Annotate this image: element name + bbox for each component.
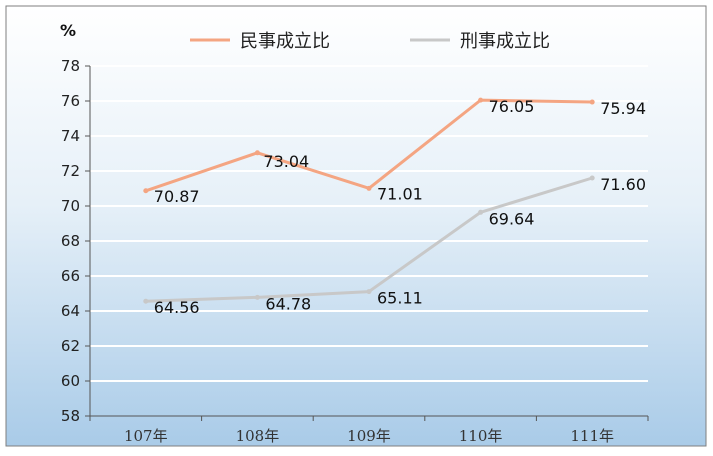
legend-label: 刑事成立比 xyxy=(460,31,550,52)
y-tick-label: 64 xyxy=(61,302,80,320)
x-tick-label: 110年 xyxy=(459,427,503,445)
gridlines xyxy=(90,65,648,382)
data-label: 65.11 xyxy=(377,289,423,308)
y-tick-label: 62 xyxy=(61,337,80,355)
data-label: 75.94 xyxy=(600,99,646,118)
data-point xyxy=(589,175,595,181)
data-point xyxy=(478,209,484,215)
data-point xyxy=(478,97,484,103)
data-point xyxy=(254,294,260,300)
data-label: 71.60 xyxy=(600,175,646,194)
legend: 民事成立比 刑事成立比 xyxy=(190,31,550,52)
data-label: 64.56 xyxy=(154,298,200,317)
data-point xyxy=(254,150,260,156)
y-axis-unit-label: % xyxy=(60,21,76,40)
y-axis-ticks: 58 60 62 64 66 68 70 72 74 76 78 xyxy=(61,57,90,425)
x-tick-label: 111年 xyxy=(570,427,614,445)
data-labels: 70.87 73.04 71.01 76.05 75.94 64.56 64.78 65.11… xyxy=(154,97,646,317)
x-axis-ticks: 107年 108年 109年 110年 111年 xyxy=(89,416,649,445)
y-tick-label: 66 xyxy=(61,267,80,285)
y-tick-label: 60 xyxy=(61,372,80,390)
y-tick-label: 78 xyxy=(61,57,80,75)
y-tick-label: 68 xyxy=(61,232,80,250)
data-label: 76.05 xyxy=(489,97,535,116)
chart-background xyxy=(5,5,707,447)
x-tick-label: 108年 xyxy=(236,427,280,445)
data-label: 69.64 xyxy=(489,209,535,228)
y-tick-label: 74 xyxy=(61,127,80,145)
x-tick-label: 107年 xyxy=(124,427,168,445)
data-label: 73.04 xyxy=(263,152,309,171)
y-tick-label: 76 xyxy=(61,92,80,110)
data-point xyxy=(589,99,595,105)
data-point xyxy=(143,188,149,194)
data-point xyxy=(143,298,149,304)
data-point xyxy=(366,185,372,191)
data-label: 70.87 xyxy=(154,187,200,206)
y-tick-label: 58 xyxy=(61,407,80,425)
y-tick-label: 70 xyxy=(61,197,80,215)
series-lines xyxy=(143,97,595,304)
data-label: 64.78 xyxy=(265,294,311,313)
x-tick-label: 109年 xyxy=(347,427,391,445)
y-tick-label: 72 xyxy=(61,162,80,180)
legend-label: 民事成立比 xyxy=(240,31,330,52)
data-label: 71.01 xyxy=(377,184,423,203)
data-point xyxy=(366,289,372,295)
